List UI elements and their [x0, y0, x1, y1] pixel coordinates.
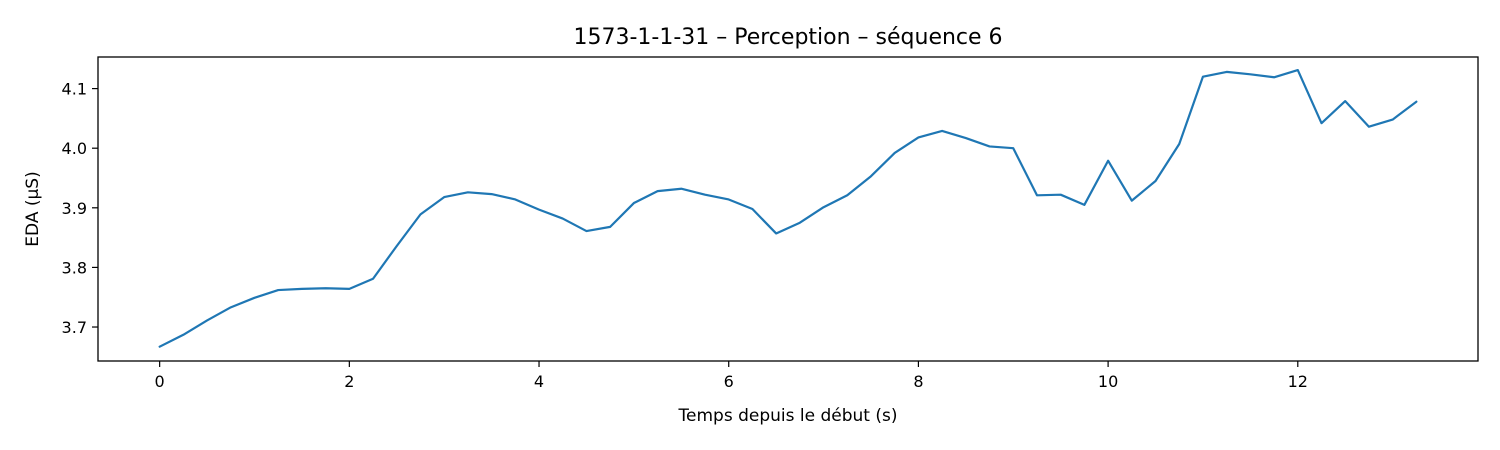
plot-area: 0 2 4 6 8 10 12 3.7 3.8 3.9 4.0 4.1 — [62, 56, 1479, 391]
y-axis: 3.7 3.8 3.9 4.0 4.1 — [62, 80, 98, 337]
x-axis: 0 2 4 6 8 10 12 — [155, 361, 1308, 391]
x-tick-label: 10 — [1098, 372, 1118, 391]
y-tick-label: 3.8 — [62, 258, 87, 277]
series-line — [158, 69, 1418, 348]
y-tick-label: 4.1 — [62, 80, 87, 99]
series-layer — [158, 69, 1418, 348]
chart-title: 1573-1-1-31 – Perception – séquence 6 — [573, 25, 1002, 50]
x-axis-label: Temps depuis le début (s) — [678, 406, 898, 426]
y-axis-label: EDA (µS) — [23, 171, 43, 246]
y-tick-label: 3.7 — [62, 318, 87, 337]
x-tick-label: 4 — [534, 372, 544, 391]
x-tick-label: 2 — [344, 372, 354, 391]
x-tick-label: 0 — [155, 372, 165, 391]
x-tick-label: 8 — [913, 372, 923, 391]
y-tick-label: 3.9 — [62, 199, 87, 218]
x-tick-label: 12 — [1288, 372, 1308, 391]
x-tick-label: 6 — [724, 372, 734, 391]
y-tick-label: 4.0 — [62, 139, 87, 158]
plot-frame — [97, 56, 1479, 362]
